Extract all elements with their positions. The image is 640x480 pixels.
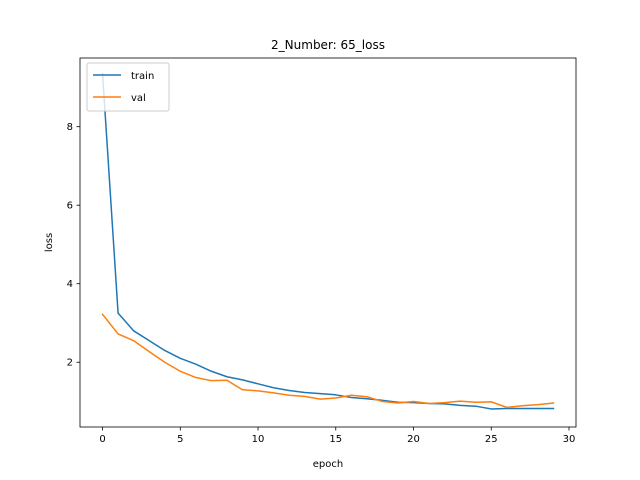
legend-train-label: train bbox=[131, 71, 154, 82]
x-tick-label: 25 bbox=[485, 434, 498, 445]
series-line-train bbox=[101, 72, 555, 410]
y-tick-label: 8 bbox=[67, 122, 73, 133]
x-axis-ticks: 0 5 10 15 20 25 30 bbox=[99, 427, 575, 445]
legend-box bbox=[86, 62, 170, 112]
y-axis-label: loss bbox=[44, 233, 55, 252]
y-tick-label: 4 bbox=[67, 279, 73, 290]
x-tick-label: 30 bbox=[563, 434, 576, 445]
x-tick-label: 0 bbox=[99, 434, 105, 445]
legend: train val bbox=[86, 62, 170, 112]
x-tick-label: 20 bbox=[407, 434, 420, 445]
y-tick-label: 2 bbox=[67, 358, 73, 369]
y-axis-ticks: 2 4 6 8 bbox=[67, 122, 80, 369]
series-lines bbox=[101, 72, 555, 410]
chart-title: 2_Number: 65_loss bbox=[271, 38, 385, 52]
series-line-val bbox=[101, 313, 555, 409]
x-axis-label: epoch bbox=[313, 459, 343, 470]
x-tick-label: 15 bbox=[329, 434, 342, 445]
legend-val-label: val bbox=[131, 93, 146, 104]
y-tick-label: 6 bbox=[67, 201, 73, 212]
plot-area bbox=[80, 58, 576, 427]
x-tick-label: 10 bbox=[252, 434, 265, 445]
plot-frame bbox=[79, 57, 577, 428]
x-tick-label: 5 bbox=[177, 434, 183, 445]
